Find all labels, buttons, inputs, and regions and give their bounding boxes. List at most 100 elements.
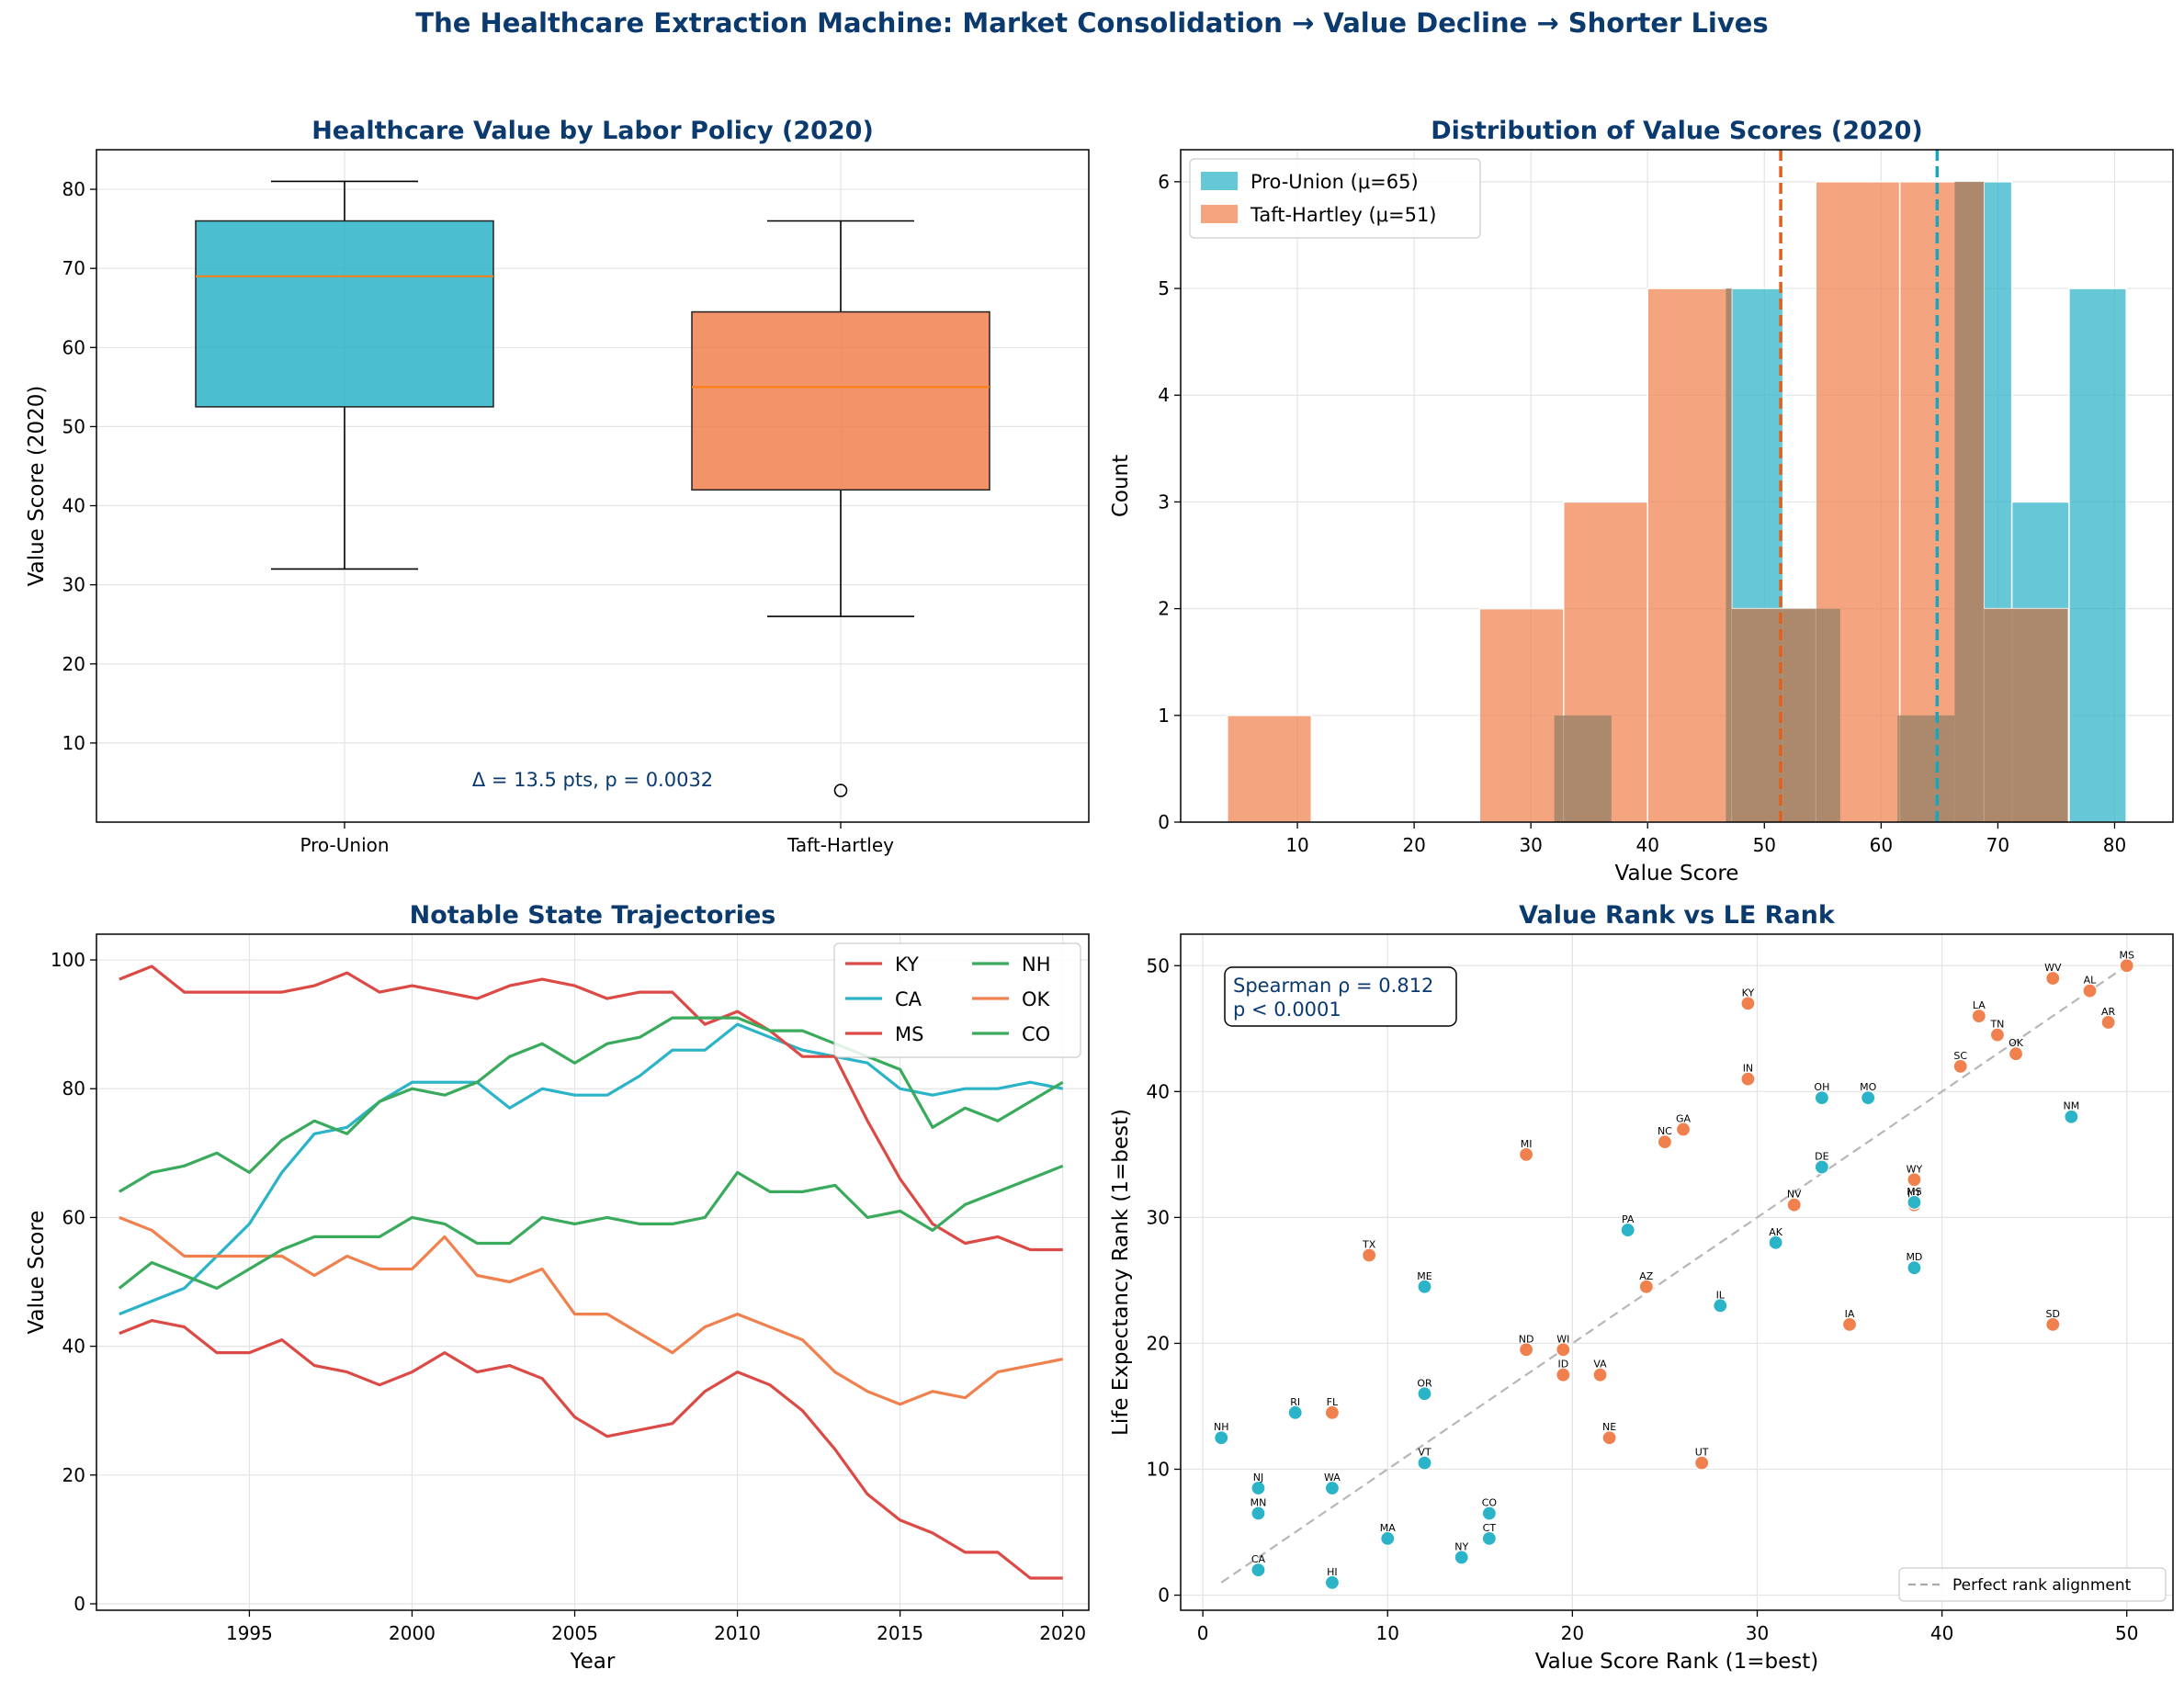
point-label-me: ME: [1417, 1270, 1431, 1282]
point-label-ct: CT: [1483, 1522, 1497, 1534]
bar-overlap: [1563, 715, 1612, 822]
x-axis-label: Value Score: [1615, 862, 1739, 885]
line-ok: [119, 1215, 1064, 1406]
point-mi: [1518, 1146, 1534, 1162]
legend-label-taft-hartley: Taft-Hartley (μ=51): [1250, 204, 1437, 226]
point-ne: [1601, 1430, 1617, 1446]
legend: Pro-Union (μ=65) Taft-Hartley (μ=51): [1189, 158, 1481, 239]
y-tick-label: 20: [62, 1464, 85, 1486]
y-tick-label: 6: [1158, 171, 1170, 193]
x-tick-label: 60: [1870, 834, 1893, 856]
x-tick-label: 10: [1376, 1622, 1399, 1644]
y-tick-label: 20: [62, 653, 85, 675]
panel-title: Notable State Trajectories: [410, 901, 776, 930]
bar-overlap: [2011, 608, 2068, 822]
legend-label-ky: KY: [895, 953, 919, 976]
point-label-sc: SC: [1953, 1050, 1967, 1062]
point-ms: [2119, 958, 2134, 974]
point-label-wi: WI: [1556, 1333, 1569, 1345]
bar-overlap: [1782, 608, 1816, 822]
bar-taft-hartley: [1478, 607, 1565, 823]
box-body: [195, 220, 494, 408]
point-label-hi: HI: [1327, 1566, 1338, 1578]
line-co: [118, 1164, 1064, 1291]
point-ut: [1694, 1455, 1710, 1471]
point-tn: [1989, 1027, 2006, 1043]
y-tick-label: 10: [1147, 1458, 1170, 1480]
point-az: [1638, 1279, 1654, 1294]
annotation-p-value: p < 0.0001: [1233, 998, 1341, 1021]
point-ct: [1481, 1530, 1497, 1546]
point-label-la: LA: [1973, 999, 1986, 1011]
legend-label-ok: OK: [1022, 988, 1051, 1010]
point-label-mi: MI: [1521, 1138, 1533, 1150]
point-label-de: DE: [1815, 1151, 1828, 1163]
line-ms: [119, 964, 1063, 1252]
bar-overlap: [1954, 181, 1985, 822]
y-tick-label: 10: [62, 732, 85, 754]
point-me: [1417, 1279, 1432, 1294]
point-label-nj: NJ: [1253, 1472, 1263, 1483]
point-label-ms: MS: [1907, 1186, 1921, 1198]
point-nh: [1214, 1430, 1229, 1446]
point-label-ok: OK: [2009, 1037, 2024, 1049]
y-tick-label: 30: [1147, 1206, 1170, 1228]
legend-label-ca: CA: [895, 988, 922, 1010]
x-tick-label: 40: [1930, 1622, 1953, 1644]
series-lines: [118, 964, 1064, 1580]
point-id: [1556, 1367, 1571, 1382]
y-tick-label: 30: [62, 574, 85, 596]
point-in: [1740, 1071, 1756, 1087]
point-label-wy: WY: [1907, 1163, 1923, 1175]
y-tick-label: 70: [62, 257, 85, 279]
point-wy: [1907, 1172, 1922, 1188]
x-tick-label: 20: [1561, 1622, 1584, 1644]
line-nh: [118, 1016, 1064, 1193]
legend: Perfect rank alignment: [1898, 1567, 2167, 1602]
axes-frame: [96, 149, 1090, 823]
y-tick-label: 0: [1158, 1585, 1170, 1607]
axes-frame: [96, 933, 1090, 1611]
y-tick-label: 50: [1147, 954, 1170, 976]
y-tick-label: 40: [1147, 1080, 1170, 1102]
point-label-fl: FL: [1327, 1396, 1339, 1408]
point-label-mo: MO: [1860, 1081, 1876, 1093]
legend-swatch-taft-hartley: [1201, 205, 1238, 223]
legend-label-nh: NH: [1022, 953, 1051, 976]
point-nj: [1250, 1480, 1266, 1496]
point-nv: [1786, 1197, 1802, 1213]
box-taft-hartley: [691, 220, 990, 797]
bar-overlap: [1554, 715, 1564, 822]
panel-3: 0 20 40 60 80 100 1995 2000 2005 2010 2015 2020 KY CA…: [25, 901, 1090, 1674]
legend-label-co: CO: [1022, 1023, 1050, 1045]
point-ar: [2100, 1014, 2116, 1031]
panel-title: Distribution of Value Scores (2020): [1431, 117, 1923, 145]
axes-frame: [1180, 933, 2174, 1611]
point-ok: [2008, 1046, 2024, 1062]
point-label-co: CO: [1482, 1496, 1498, 1508]
x-tick-label: 2010: [714, 1622, 761, 1644]
point-label-md: MD: [1906, 1251, 1922, 1263]
point-label-il: IL: [1716, 1289, 1726, 1301]
point-label-az: AZ: [1639, 1270, 1654, 1282]
point-ia: [1841, 1316, 1858, 1332]
point-or: [1417, 1386, 1432, 1402]
y-tick-label: 4: [1158, 384, 1170, 406]
x-tick-label: 1995: [226, 1622, 273, 1644]
point-label-ky: KY: [1742, 987, 1755, 998]
y-tick-label: 0: [1158, 811, 1170, 833]
point-label-tn: TN: [1989, 1019, 2004, 1031]
x-tick-label: 70: [1986, 834, 2009, 856]
box-body: [691, 310, 990, 491]
bar-overlap: [1731, 608, 1783, 822]
point-label-tx: TX: [1362, 1238, 1376, 1250]
y-axis-label: Value Score (2020): [25, 386, 49, 587]
x-tick-label: 50: [2115, 1622, 2138, 1644]
x-tick-label: 30: [1746, 1622, 1769, 1644]
y-tick-label: 80: [62, 1077, 85, 1100]
y-tick-label: 80: [62, 178, 85, 200]
point-ga: [1675, 1122, 1692, 1137]
point-hi: [1324, 1574, 1341, 1590]
bar-overlap: [1726, 288, 1732, 822]
point-label-vt: VT: [1418, 1447, 1431, 1459]
